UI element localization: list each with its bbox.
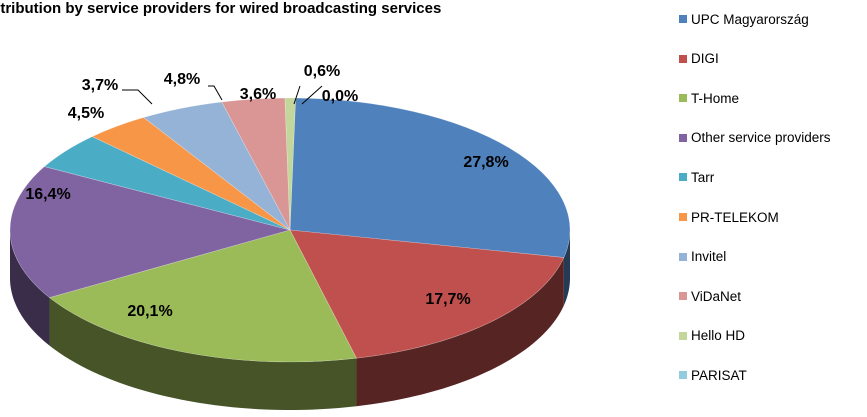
pie-side-t-home — [49, 297, 357, 410]
legend-label: PR-TELEKOM — [691, 209, 779, 225]
legend-item: T-Home — [679, 89, 739, 107]
legend-item: PR-TELEKOM — [679, 208, 779, 226]
legend-swatch — [679, 252, 687, 261]
data-label-upc-magyarorsz-g: 27,8% — [463, 154, 508, 171]
pie-slice-upc-magyarorsz-g — [289, 97, 571, 258]
legend-item: Hello HD — [679, 327, 745, 345]
legend-label: ViDaNet — [691, 288, 742, 304]
legend-label: DIGI — [691, 51, 719, 67]
legend-swatch — [679, 94, 687, 103]
data-label-parisat: 0,0% — [322, 88, 358, 105]
legend-label: PARISAT — [691, 367, 747, 383]
leader-line — [293, 85, 301, 105]
pie-side-digi — [356, 257, 564, 407]
legend-label: Hello HD — [691, 328, 746, 344]
legend-swatch — [679, 371, 687, 380]
pie-slice-vidanet — [221, 97, 291, 231]
pie-slice-invitel — [142, 101, 291, 231]
legend-item: ViDaNet — [679, 287, 741, 305]
data-label-digi: 17,7% — [425, 291, 470, 308]
pie-side-upc-magyarorsz-g — [563, 230, 570, 306]
pie-slice-other-service-providers — [9, 166, 292, 298]
legend-swatch — [679, 292, 687, 301]
leader-line — [208, 85, 223, 101]
legend-label: Other service providers — [691, 130, 831, 146]
legend-item: Other service providers — [679, 129, 831, 147]
legend-swatch — [679, 15, 687, 23]
legend-swatch — [679, 173, 687, 182]
data-label-tarr: 4,5% — [68, 105, 104, 122]
data-label-pr-telekom: 3,7% — [82, 77, 118, 94]
data-label-other-service-providers: 16,4% — [25, 186, 70, 203]
legend-label: UPC Magyarország — [691, 11, 809, 27]
legend-label: Invitel — [691, 249, 727, 265]
pie-slice-digi — [289, 229, 565, 359]
legend-swatch — [679, 331, 687, 340]
legend-item: PARISAT — [679, 366, 747, 384]
legend-swatch — [679, 54, 687, 63]
legend-item: DIGI — [679, 50, 719, 68]
legend-swatch — [679, 133, 687, 142]
data-label-t-home: 20,1% — [127, 303, 172, 320]
leader-line — [301, 85, 323, 105]
pie-slice-tarr — [43, 136, 291, 231]
legend-swatch — [679, 213, 687, 221]
legend-label: Tarr — [691, 169, 715, 185]
data-label-invitel: 4,8% — [164, 71, 200, 88]
leader-line — [122, 89, 153, 105]
data-label-hello-hd: 0,6% — [304, 63, 340, 80]
pie-side-other-service-providers — [10, 230, 50, 346]
pie-slice-t-home — [48, 229, 357, 363]
legend-item: Invitel — [679, 248, 726, 266]
chart-title: stribution by service providers for wire… — [0, 0, 442, 17]
pie-slice-pr-telekom — [91, 117, 291, 231]
legend-item: UPC Magyarország — [679, 10, 809, 28]
legend-label: T-Home — [691, 90, 740, 106]
data-label-vidanet: 3,6% — [240, 86, 276, 103]
legend-item: Tarr — [679, 168, 714, 186]
